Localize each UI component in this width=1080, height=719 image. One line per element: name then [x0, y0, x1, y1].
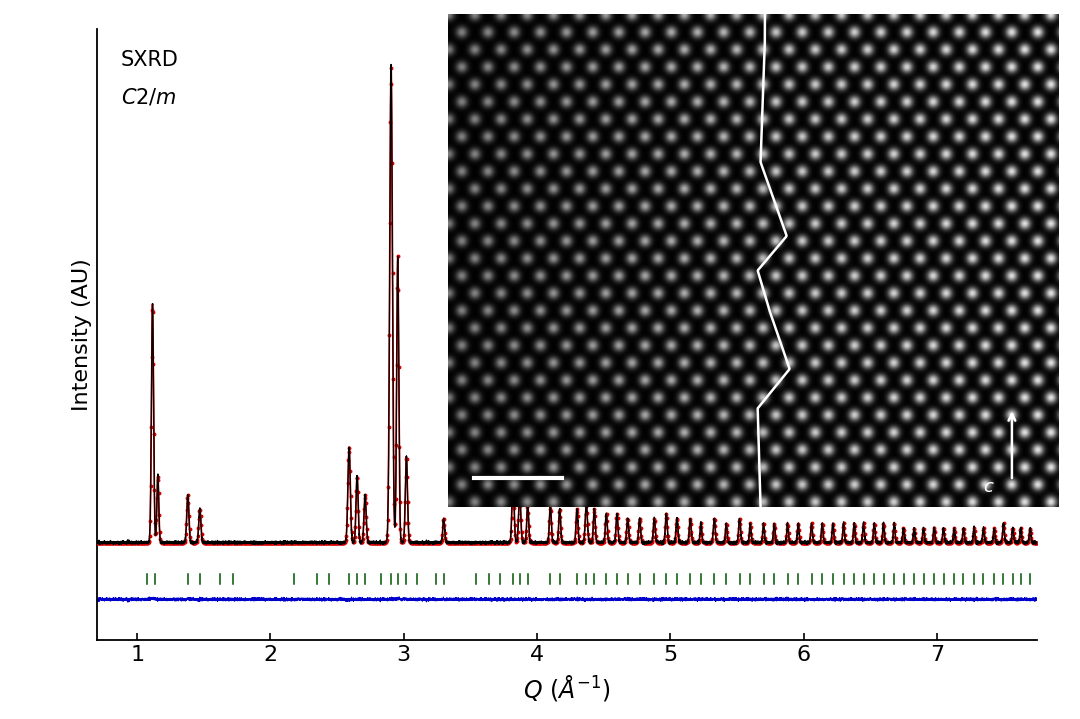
Text: SXRD: SXRD — [121, 50, 178, 70]
Text: $c$: $c$ — [983, 478, 995, 496]
Y-axis label: Intensity (AU): Intensity (AU) — [71, 258, 92, 411]
X-axis label: $Q$ ($\AA^{-1}$): $Q$ ($\AA^{-1}$) — [523, 673, 611, 703]
Text: $C2/m$: $C2/m$ — [121, 87, 176, 108]
